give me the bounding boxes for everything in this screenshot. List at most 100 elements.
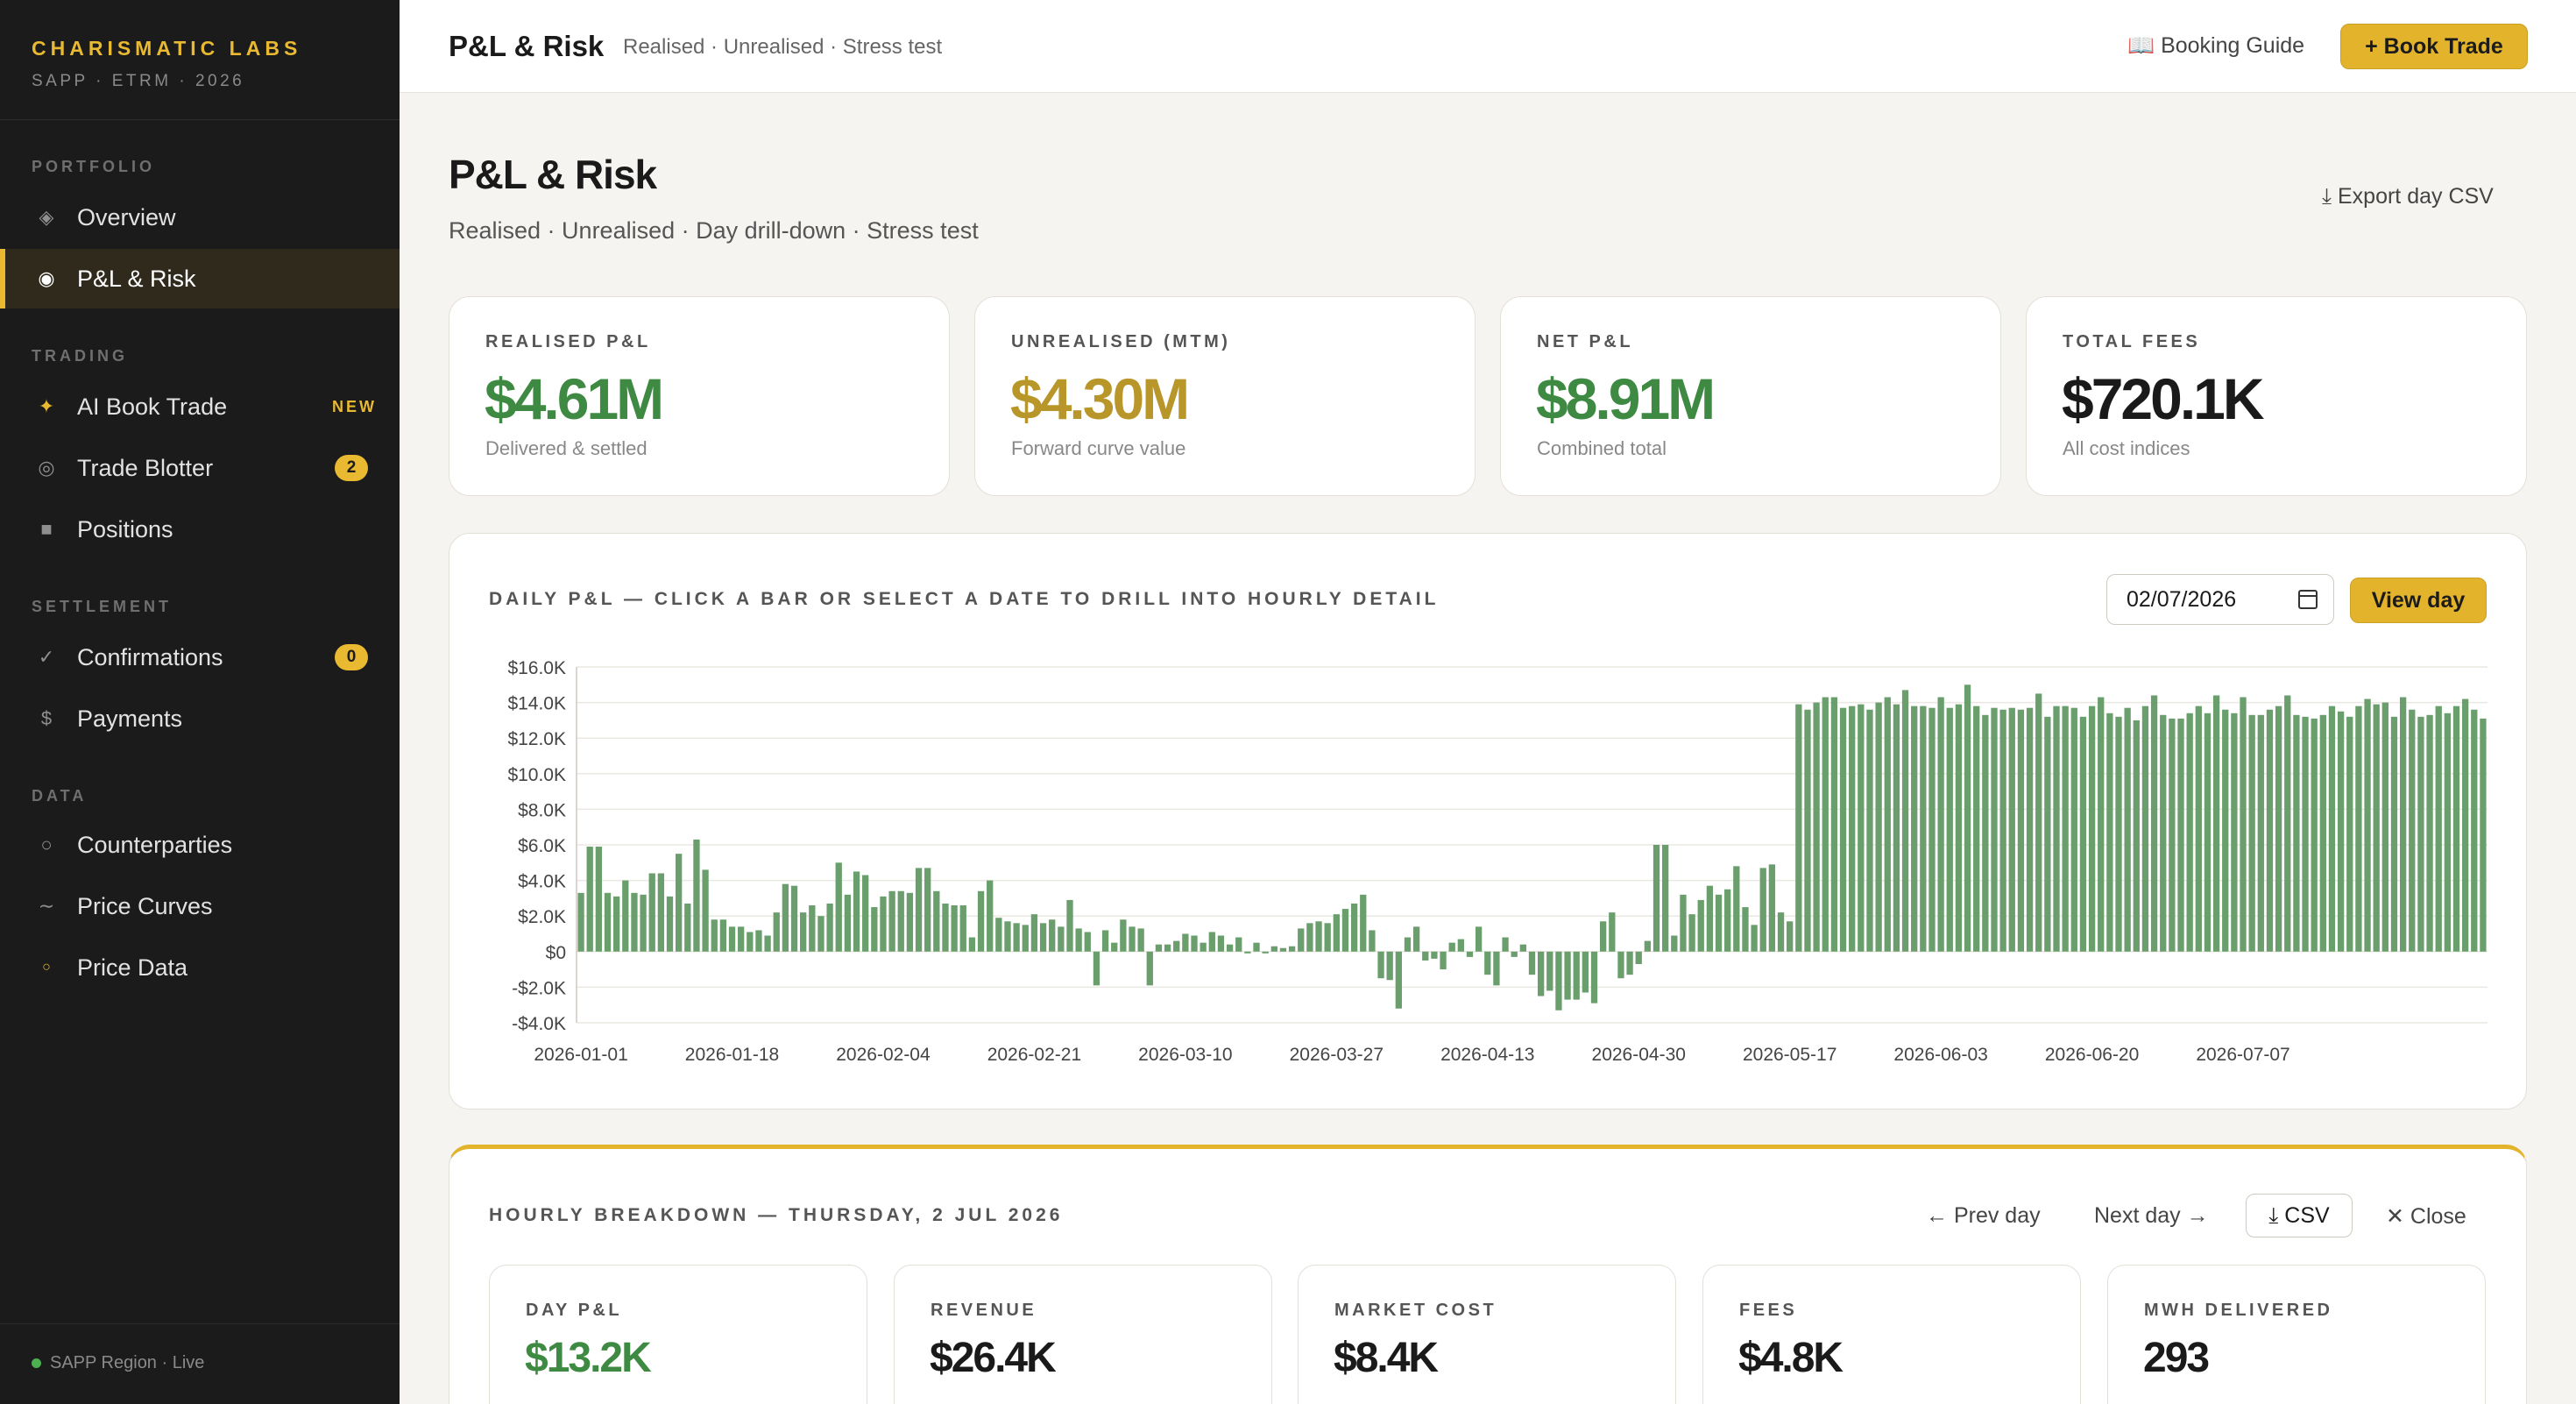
chart-bar[interactable] (2257, 714, 2264, 952)
sidebar-item-overview[interactable]: ◈ Overview (0, 188, 400, 247)
chart-bar[interactable] (2017, 709, 2025, 952)
chart-bar[interactable] (2346, 716, 2353, 952)
chart-bar[interactable] (1404, 937, 1412, 952)
chart-bar[interactable] (1609, 912, 1616, 952)
chart-bar[interactable] (1573, 951, 1580, 1000)
export-day-csv-button[interactable]: ⤓ Export day CSV (2322, 184, 2494, 209)
chart-bar[interactable] (1519, 944, 1526, 952)
chart-bar[interactable] (595, 847, 603, 952)
chart-bar[interactable] (1173, 940, 1180, 952)
date-picker-input[interactable]: 02/07/2026 (2106, 574, 2334, 625)
chart-bar[interactable] (684, 903, 691, 952)
chart-bar[interactable] (1635, 951, 1642, 965)
chart-bar[interactable] (2177, 718, 2184, 952)
chart-bar[interactable] (1324, 923, 1331, 952)
chart-bar[interactable] (728, 926, 736, 952)
sidebar-item-positions[interactable]: ■ Positions (0, 500, 400, 559)
sidebar-item-trade-blotter[interactable]: ◎ Trade Blotter 2 (0, 438, 400, 498)
sidebar-item-ai-book-trade[interactable]: ✦ AI Book Trade NEW (0, 377, 400, 436)
chart-bar[interactable] (1893, 704, 1900, 952)
chart-bar[interactable] (1298, 928, 1305, 952)
chart-bar[interactable] (711, 919, 718, 952)
chart-bar[interactable] (2480, 718, 2487, 952)
chart-bar[interactable] (773, 912, 780, 952)
chart-bar[interactable] (2373, 704, 2380, 952)
chart-bar[interactable] (2124, 707, 2131, 952)
chart-bar[interactable] (1475, 926, 1483, 952)
chart-bar[interactable] (1662, 845, 1669, 952)
chart-bar[interactable] (1146, 951, 1153, 986)
chart-bar[interactable] (1973, 706, 1980, 952)
chart-bar[interactable] (2319, 714, 2326, 952)
chart-bar[interactable] (2293, 714, 2300, 952)
chart-bar[interactable] (1546, 951, 1553, 991)
booking-guide-link[interactable]: 📖 Booking Guide (2127, 33, 2305, 58)
book-trade-button[interactable]: + Book Trade (2340, 24, 2528, 69)
chart-bar[interactable] (702, 869, 709, 952)
chart-bar[interactable] (1084, 932, 1091, 952)
chart-bar[interactable] (1120, 919, 1127, 952)
chart-bar[interactable] (1093, 951, 1100, 986)
chart-bar[interactable] (1484, 951, 1491, 975)
sidebar-item-pnl-risk[interactable]: ◉ P&L & Risk (0, 249, 400, 308)
chart-bar[interactable] (968, 937, 976, 952)
chart-bar[interactable] (2471, 709, 2478, 952)
chart-bar[interactable] (1333, 914, 1340, 952)
chart-bar[interactable] (1191, 935, 1198, 952)
chart-bar[interactable] (1386, 951, 1393, 981)
chart-bar[interactable] (1200, 942, 1207, 952)
chart-bar[interactable] (2381, 702, 2388, 952)
chart-bar[interactable] (1360, 894, 1367, 952)
chart-bar[interactable] (1049, 919, 1056, 952)
chart-bar[interactable] (1111, 942, 1118, 952)
chart-bar[interactable] (2275, 706, 2282, 952)
chart-bar[interactable] (951, 905, 958, 952)
chart-bar[interactable] (2026, 707, 2034, 952)
chart-bar[interactable] (1422, 951, 1429, 961)
chart-bar[interactable] (2195, 706, 2202, 952)
chart-bar[interactable] (2284, 695, 2291, 952)
chart-bar[interactable] (1155, 944, 1163, 952)
chart-bar[interactable] (1742, 907, 1749, 952)
chart-bar[interactable] (1644, 940, 1652, 952)
chart-bar[interactable] (2186, 713, 2193, 952)
chart-bar[interactable] (719, 919, 727, 952)
view-day-button[interactable]: View day (2350, 578, 2487, 623)
chart-bar[interactable] (2266, 709, 2274, 952)
chart-bar[interactable] (995, 918, 1002, 952)
chart-bar[interactable] (942, 903, 949, 952)
sidebar-item-counterparties[interactable]: ○ Counterparties (0, 815, 400, 875)
chart-bar[interactable] (862, 875, 869, 952)
chart-bar[interactable] (2461, 698, 2469, 952)
chart-bar[interactable] (2160, 714, 2167, 952)
chart-bar[interactable] (2302, 716, 2309, 952)
chart-bar[interactable] (1039, 923, 1047, 952)
chart-bar[interactable] (987, 880, 994, 952)
chart-bar[interactable] (2079, 716, 2087, 952)
chart-bar[interactable] (2035, 693, 2042, 952)
chart-bar[interactable] (888, 890, 895, 952)
prev-day-button[interactable]: ← Prev day (1926, 1203, 2041, 1228)
chart-bar[interactable] (2390, 716, 2398, 952)
chart-bar[interactable] (2204, 713, 2212, 952)
chart-bar[interactable] (1075, 928, 1082, 952)
chart-bar[interactable] (1369, 930, 1376, 952)
chart-bar[interactable] (897, 890, 904, 952)
chart-bar[interactable] (915, 868, 923, 952)
chart-bar[interactable] (2337, 711, 2345, 952)
chart-bar[interactable] (1279, 947, 1287, 952)
chart-bar[interactable] (1315, 921, 1322, 952)
chart-bar[interactable] (1617, 951, 1624, 979)
chart-bar[interactable] (1751, 925, 1758, 952)
sidebar-item-price-curves[interactable]: ∼ Price Curves (0, 876, 400, 936)
chart-bar[interactable] (1066, 899, 1073, 952)
chart-bar[interactable] (1715, 894, 1723, 952)
chart-bar[interactable] (1937, 697, 1944, 952)
chart-bar[interactable] (1724, 889, 1731, 952)
chart-bar[interactable] (1928, 707, 1936, 952)
chart-bar[interactable] (2426, 714, 2433, 952)
chart-bar[interactable] (835, 862, 842, 952)
chart-bar[interactable] (1626, 951, 1633, 975)
chart-bar[interactable] (1697, 899, 1704, 952)
chart-bar[interactable] (1787, 921, 1794, 952)
